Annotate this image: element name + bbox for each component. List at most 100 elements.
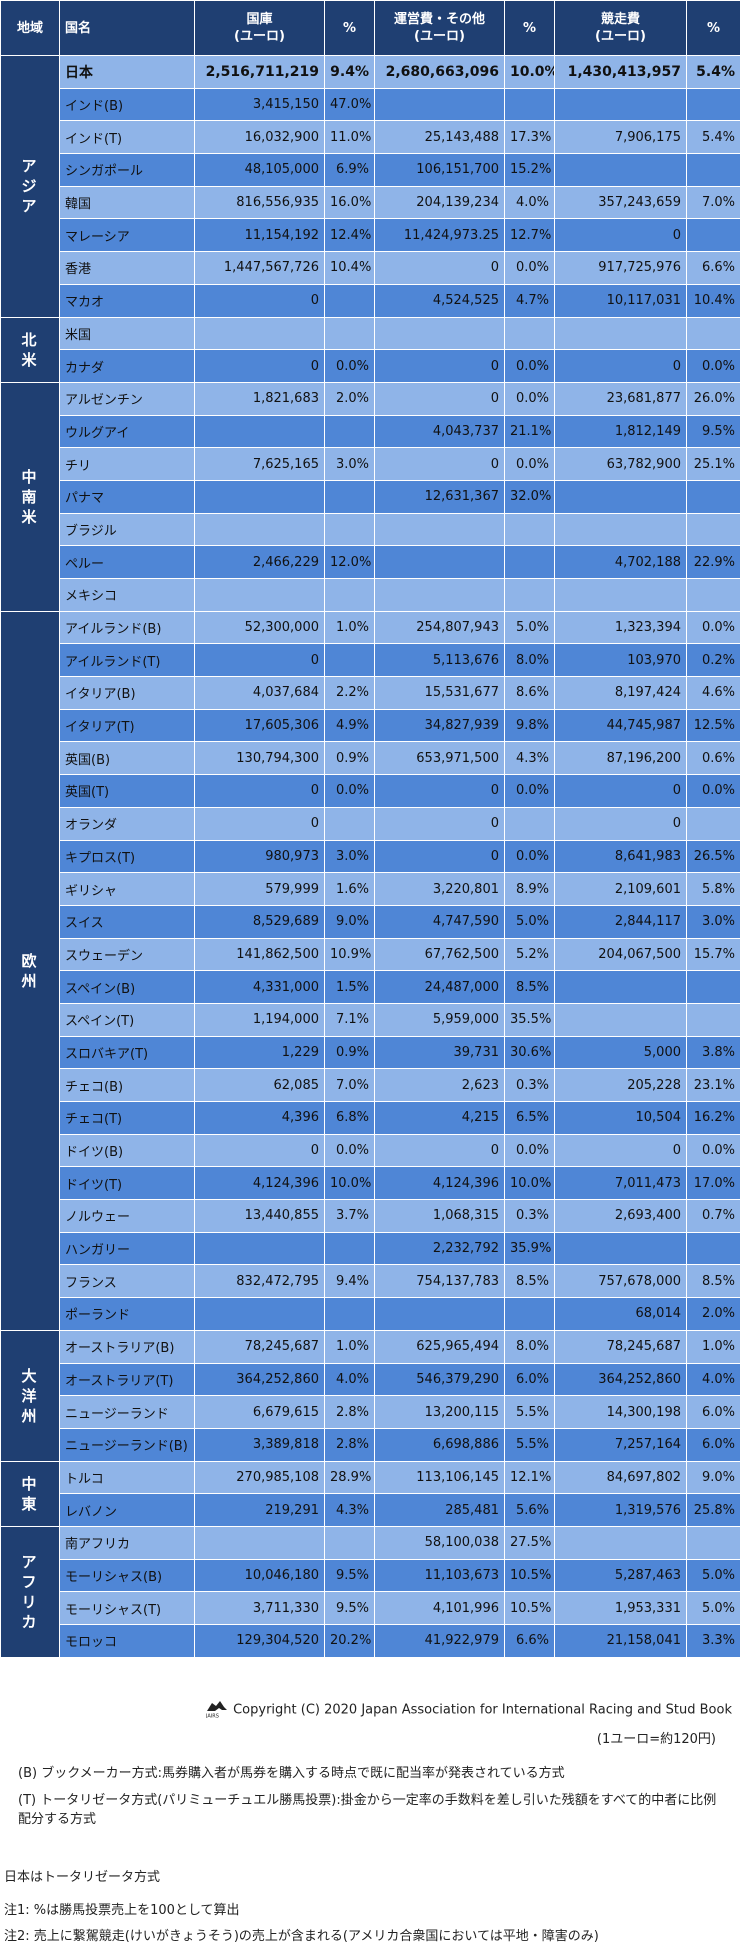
- region-cell: 欧州: [0, 610, 60, 1331]
- treasury-cell: 62,085: [194, 1068, 325, 1102]
- operating-pct-cell: 5.5%: [504, 1395, 555, 1429]
- racing-pct-cell: 25.1%: [686, 447, 740, 481]
- racing-pct-cell: [686, 153, 740, 187]
- treasury-pct-cell: [324, 578, 375, 612]
- treasury-cell: 219,291: [194, 1493, 325, 1527]
- treasury-pct-cell: 3.7%: [324, 1199, 375, 1233]
- racing-cell: 1,812,149: [554, 414, 687, 449]
- treasury-cell: 0: [194, 774, 325, 808]
- racing-pct-cell: [686, 578, 740, 612]
- treasury-cell: 4,124,396: [194, 1166, 325, 1201]
- treasury-pct-cell: [324, 1525, 375, 1560]
- treasury-pct-cell: 0.0%: [324, 774, 375, 808]
- operating-pct-cell: 10.0%: [504, 1166, 555, 1201]
- racing-cell: 917,725,976: [554, 251, 687, 285]
- table-row: フランス 832,472,795 9.4% 754,137,783 8.5% 757,67…: [1, 1264, 740, 1299]
- racing-cell: 1,430,413,957: [554, 55, 687, 89]
- country-cell: レバノン: [59, 1493, 195, 1527]
- treasury-pct-cell: 10.4%: [324, 251, 375, 285]
- racing-cell: 68,014: [554, 1297, 687, 1331]
- operating-pct-cell: 8.5%: [504, 1264, 555, 1299]
- operating-cell: 2,623: [374, 1068, 505, 1102]
- racing-cell: [554, 970, 687, 1004]
- racing-pct-cell: [686, 970, 740, 1004]
- operating-pct-cell: 0.0%: [504, 251, 555, 285]
- racing-pct-cell: 9.0%: [686, 1460, 740, 1495]
- racing-cell: 204,067,500: [554, 937, 687, 972]
- treasury-cell: 579,999: [194, 872, 325, 906]
- operating-pct-cell: 10.5%: [504, 1591, 555, 1625]
- treasury-cell: [194, 316, 325, 351]
- operating-cell: 4,101,996: [374, 1591, 505, 1625]
- racing-cell: 21,158,041: [554, 1624, 687, 1658]
- treasury-pct-cell: 0.9%: [324, 741, 375, 776]
- country-cell: インド(B): [59, 87, 195, 122]
- table-row: モロッコ 129,304,520 20.2% 41,922,979 6.6% 21,158…: [1, 1624, 740, 1658]
- country-cell: 香港: [59, 251, 195, 285]
- racing-cell: [554, 316, 687, 351]
- treasury-pct-cell: 9.4%: [324, 1264, 375, 1299]
- treasury-pct-cell: 9.5%: [324, 1558, 375, 1593]
- japan-note: 日本はトータリゼータ方式: [4, 1870, 161, 1885]
- header-pct-treasury: %: [324, 0, 375, 56]
- treasury-pct-cell: 10.0%: [324, 1166, 375, 1201]
- racing-cell: 8,641,983: [554, 839, 687, 874]
- racing-pct-cell: 5.4%: [686, 55, 740, 89]
- racing-cell: 1,323,394: [554, 610, 687, 645]
- operating-cell: 24,487,000: [374, 970, 505, 1004]
- treasury-pct-cell: 7.0%: [324, 1068, 375, 1102]
- operating-pct-cell: 0.0%: [504, 381, 555, 416]
- treasury-cell: [194, 479, 325, 514]
- racing-cell: 1,953,331: [554, 1591, 687, 1625]
- racing-cell: 2,109,601: [554, 872, 687, 906]
- operating-cell: 106,151,700: [374, 153, 505, 187]
- country-cell: ドイツ(B): [59, 1133, 195, 1168]
- racing-pct-cell: 6.0%: [686, 1395, 740, 1429]
- country-cell: カナダ: [59, 349, 195, 383]
- operating-cell: 285,481: [374, 1493, 505, 1527]
- treasury-pct-cell: 6.9%: [324, 153, 375, 187]
- operating-pct-cell: [504, 316, 555, 351]
- operating-pct-cell: 4.7%: [504, 283, 555, 318]
- operating-pct-cell: 12.7%: [504, 218, 555, 253]
- table-row: チリ 7,625,165 3.0% 0 0.0% 63,782,900 25.1%: [1, 447, 740, 481]
- table-row: シンガポール 48,105,000 6.9% 106,151,700 15.2%: [1, 153, 740, 187]
- racing-pct-cell: 0.0%: [686, 774, 740, 808]
- operating-pct-cell: 27.5%: [504, 1525, 555, 1560]
- operating-pct-cell: 6.6%: [504, 1624, 555, 1658]
- treasury-cell: 1,229: [194, 1035, 325, 1070]
- racing-pct-cell: 10.4%: [686, 283, 740, 318]
- racing-pct-cell: [686, 512, 740, 547]
- operating-cell: 25,143,488: [374, 120, 505, 155]
- racing-pct-cell: 2.0%: [686, 1297, 740, 1331]
- country-cell: チェコ(T): [59, 1101, 195, 1135]
- table-row: ハンガリー 2,232,792 35.9%: [1, 1231, 740, 1266]
- copyright-text: Copyright (C) 2020 Japan Association for…: [233, 1702, 732, 1718]
- country-cell: スペイン(T): [59, 1002, 195, 1037]
- operating-cell: 0: [374, 839, 505, 874]
- treasury-pct-cell: 28.9%: [324, 1460, 375, 1495]
- treasury-cell: 364,252,860: [194, 1362, 325, 1397]
- treasury-cell: 0: [194, 349, 325, 383]
- racing-cell: 7,906,175: [554, 120, 687, 155]
- country-cell: ブラジル: [59, 512, 195, 547]
- racing-pct-cell: 0.7%: [686, 1199, 740, 1233]
- treasury-cell: 2,466,229: [194, 545, 325, 579]
- racing-cell: 0: [554, 349, 687, 383]
- racing-pct-cell: 0.0%: [686, 1133, 740, 1168]
- country-cell: 英国(T): [59, 774, 195, 808]
- note-totalizator: (T) トータリゼータ方式(パリミューチュエル勝馬投票):掛金から一定率の手数料…: [18, 1793, 717, 1827]
- operating-cell: 4,043,737: [374, 414, 505, 449]
- operating-cell: [374, 87, 505, 122]
- treasury-cell: 1,447,567,726: [194, 251, 325, 285]
- operating-cell: 11,103,673: [374, 1558, 505, 1593]
- country-cell: ノルウェー: [59, 1199, 195, 1233]
- treasury-pct-cell: 1.5%: [324, 970, 375, 1004]
- operating-cell: 39,731: [374, 1035, 505, 1070]
- table-row: キプロス(T) 980,973 3.0% 0 0.0% 8,641,983 26.5%: [1, 839, 740, 874]
- racing-pct-cell: [686, 87, 740, 122]
- treasury-pct-cell: [324, 643, 375, 678]
- racing-cell: [554, 87, 687, 122]
- table-row: ブラジル: [1, 512, 740, 547]
- racing-cell: 0: [554, 806, 687, 841]
